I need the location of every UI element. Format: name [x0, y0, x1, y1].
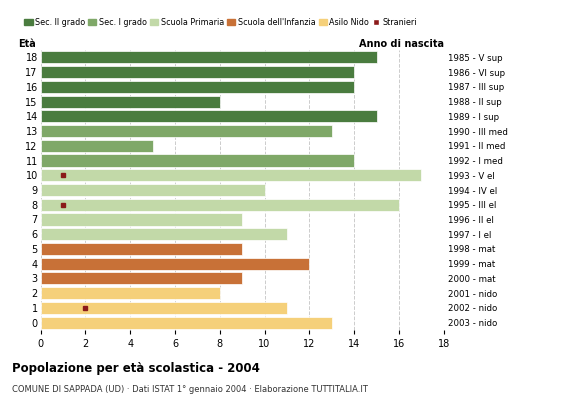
Bar	[41, 81, 354, 93]
Text: Anno di nascita: Anno di nascita	[358, 39, 444, 49]
Bar	[41, 125, 332, 137]
Bar	[41, 316, 332, 329]
Legend: Sec. II grado, Sec. I grado, Scuola Primaria, Scuola dell'Infanzia, Asilo Nido, : Sec. II grado, Sec. I grado, Scuola Prim…	[24, 18, 417, 27]
Bar	[41, 140, 153, 152]
Bar	[41, 214, 242, 226]
Bar	[41, 110, 376, 122]
Bar	[41, 302, 287, 314]
Bar	[41, 243, 242, 255]
Text: Età: Età	[19, 39, 36, 49]
Bar	[41, 96, 220, 108]
Bar	[41, 169, 421, 181]
Text: COMUNE DI SAPPADA (UD) · Dati ISTAT 1° gennaio 2004 · Elaborazione TUTTITALIA.IT: COMUNE DI SAPPADA (UD) · Dati ISTAT 1° g…	[12, 385, 368, 394]
Bar	[41, 184, 264, 196]
Bar	[41, 287, 220, 299]
Bar	[41, 258, 309, 270]
Bar	[41, 228, 287, 240]
Bar	[41, 199, 399, 211]
Bar	[41, 272, 242, 284]
Bar	[41, 154, 354, 166]
Bar	[41, 66, 354, 78]
Text: Popolazione per età scolastica - 2004: Popolazione per età scolastica - 2004	[12, 362, 259, 375]
Bar	[41, 51, 376, 64]
